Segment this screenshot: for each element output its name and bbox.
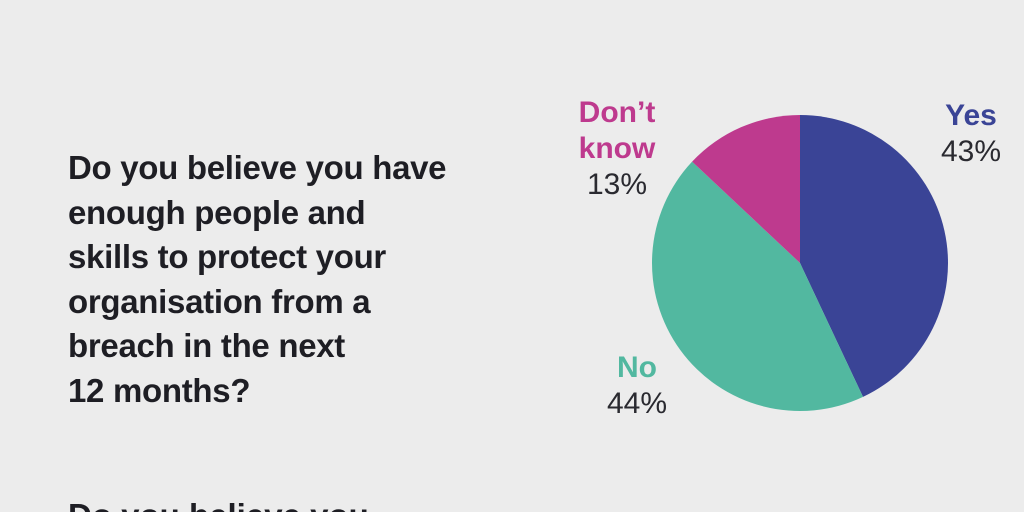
slice-percent-yes: 43% (940, 135, 1002, 168)
question-line: Do you believe you have (68, 149, 447, 186)
slice-percent-dont-know: 13% (586, 168, 648, 201)
slice-label-dont-know: Don’t know 13% (562, 95, 672, 203)
question-line: breach in the next (68, 327, 346, 364)
question-line: skills to protect your (68, 238, 386, 275)
slice-percent-no: 44% (606, 387, 668, 420)
slice-label-no: No 44% (592, 350, 682, 422)
slice-name-yes: Yes (945, 99, 997, 132)
slice-name-no: No (617, 351, 657, 384)
question-text: Do you believe you have enough people an… (68, 146, 508, 413)
question-line: enough people and (68, 193, 366, 231)
slice-name-dont-know: Don’t know (578, 96, 656, 165)
question-line: organisation from a (68, 282, 371, 320)
next-section-heading: Do you believe you (68, 496, 369, 512)
pie-slice-no (652, 161, 864, 411)
slice-label-yes: Yes 43% (926, 98, 1016, 170)
question-line: 12 months? (68, 371, 251, 409)
pie-slice-dont-know (692, 115, 800, 263)
